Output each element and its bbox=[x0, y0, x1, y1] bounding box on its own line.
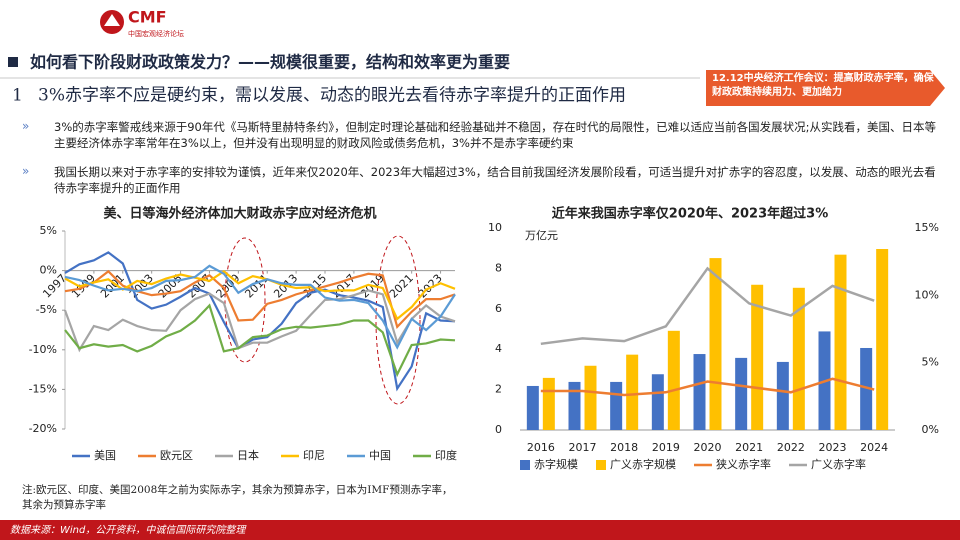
bullet-marker: » bbox=[22, 164, 30, 178]
legend-swatch bbox=[596, 460, 606, 470]
legend-label: 中国 bbox=[369, 449, 391, 462]
callout: 12.12中央经济工作会议：提高财政赤字率，确保财政政策持续用力、更加给力 bbox=[712, 73, 934, 98]
legend-label: 广义赤字率 bbox=[811, 457, 866, 471]
y2-tick-label: 5% bbox=[922, 356, 939, 369]
bar bbox=[860, 347, 873, 430]
series-line bbox=[64, 270, 456, 321]
bar bbox=[693, 354, 706, 430]
legend-label: 狭义赤字率 bbox=[716, 457, 771, 471]
bar bbox=[776, 361, 789, 430]
bullet-marker: » bbox=[22, 119, 30, 133]
section-number: 1 bbox=[12, 86, 23, 106]
x-tick-label: 2018 bbox=[610, 441, 638, 454]
y-tick-label: 6 bbox=[495, 302, 502, 315]
legend-label: 日本 bbox=[237, 448, 259, 462]
logo-mark-inner bbox=[104, 14, 120, 26]
bar bbox=[568, 381, 581, 430]
logo-name: CMF bbox=[128, 8, 167, 27]
x-tick-label: 2023 bbox=[819, 441, 847, 454]
title-marker bbox=[8, 57, 18, 67]
legend-swatch bbox=[520, 460, 530, 470]
bar bbox=[584, 365, 597, 430]
legend-label: 广义赤字规模 bbox=[610, 457, 676, 471]
logo-subtitle: 中国宏观经济论坛 bbox=[128, 29, 184, 38]
y2-tick-label: 0% bbox=[922, 423, 939, 436]
y-tick-label: 10 bbox=[488, 221, 502, 234]
x-tick-label: 2021 bbox=[735, 441, 763, 454]
y-tick-label: 8 bbox=[495, 261, 502, 274]
callout-wrap: 12.12中央经济工作会议：提高财政赤字率，确保财政政策持续用力、更加给力 bbox=[712, 73, 934, 98]
bar bbox=[610, 381, 623, 430]
x-tick-label: 2024 bbox=[860, 441, 888, 454]
bar bbox=[667, 330, 680, 430]
source: 数据来源：Wind，公开资料，中诚信国际研究院整理 bbox=[10, 524, 247, 536]
bullet: 3%的赤字率警戒线来源于90年代《马斯特里赫特条约》，但制定时理论基础和经验基础… bbox=[54, 120, 936, 150]
slide-title: 如何看下阶段财政政策发力？——规模很重要，结构和效率更为重要 bbox=[30, 53, 510, 72]
x-tick-label: 2021 bbox=[387, 272, 416, 301]
series-line bbox=[64, 251, 456, 392]
bar bbox=[526, 385, 539, 430]
series-line bbox=[64, 264, 456, 350]
y-tick-label: 5% bbox=[40, 224, 57, 237]
y-tick-label: -5% bbox=[36, 303, 57, 316]
y-tick-label: -10% bbox=[29, 343, 57, 356]
bar bbox=[709, 258, 722, 430]
callout-box bbox=[706, 70, 945, 106]
y-tick-label: 0% bbox=[40, 264, 57, 277]
y-tick-label: 0 bbox=[495, 423, 502, 436]
y-unit: 万亿元 bbox=[525, 229, 558, 242]
y2-tick-label: 15% bbox=[915, 221, 939, 234]
x-tick-label: 2022 bbox=[777, 441, 805, 454]
crisis-circle bbox=[224, 237, 266, 363]
y-tick-label: 4 bbox=[495, 342, 502, 355]
chart-title: 美、日等海外经济体加大财政赤字应对经济危机 bbox=[103, 206, 376, 222]
x-tick-label: 2016 bbox=[527, 441, 555, 454]
bar bbox=[834, 254, 847, 430]
bar bbox=[651, 374, 664, 430]
chart-title: 近年来我国赤字率仅2020年、2023年超过3% bbox=[552, 206, 828, 222]
legend-label: 美国 bbox=[94, 449, 116, 462]
legend-label: 赤字规模 bbox=[534, 457, 578, 471]
crisis-circle bbox=[375, 235, 421, 405]
series-line bbox=[540, 377, 875, 397]
bar bbox=[735, 357, 748, 430]
y-tick-label: 2 bbox=[495, 383, 502, 396]
x-tick-label: 2017 bbox=[569, 441, 597, 454]
y2-tick-label: 10% bbox=[915, 288, 939, 301]
bar bbox=[792, 287, 805, 430]
legend-label: 印度 bbox=[435, 448, 457, 462]
section-title: 3%赤字率不应是硬约束，需以发展、动态的眼光去看待赤字率提升的正面作用 bbox=[38, 86, 626, 106]
bar bbox=[626, 354, 639, 430]
x-tick-label: 2019 bbox=[652, 441, 680, 454]
legend-label: 欧元区 bbox=[160, 449, 193, 462]
y-tick-label: -20% bbox=[29, 422, 57, 435]
footer-bar bbox=[0, 520, 960, 540]
series-line bbox=[540, 266, 875, 346]
bullet: 我国长期以来对于赤字率的安排较为谨慎，近年来仅2020年、2023年大幅超过3%… bbox=[54, 165, 936, 195]
x-tick-label: 2020 bbox=[694, 441, 722, 454]
bar bbox=[751, 284, 764, 430]
series-line bbox=[64, 303, 456, 378]
bar bbox=[876, 249, 889, 430]
y-tick-label: -15% bbox=[29, 382, 57, 395]
legend-label: 印尼 bbox=[303, 449, 325, 462]
series-line bbox=[63, 289, 456, 353]
bar bbox=[542, 377, 555, 430]
note: 注:欧元区、印度、美国2008年之前为实际赤字，其余为预算赤字，日本为IMF预测… bbox=[22, 484, 453, 511]
